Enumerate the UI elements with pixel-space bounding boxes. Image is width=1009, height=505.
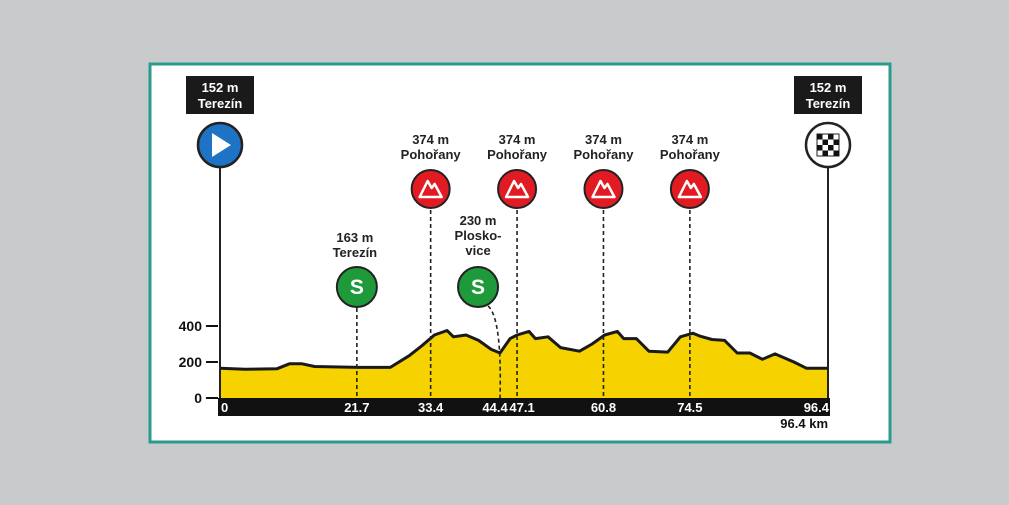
checkered-flag-square (822, 150, 828, 156)
mountain-icon (418, 179, 443, 199)
sprint-label: Plosko- (455, 228, 502, 243)
play-arrow-icon (212, 133, 231, 157)
climb-label: Pohořany (487, 147, 548, 162)
climb-marker (583, 169, 624, 209)
climb-label: Pohořany (660, 147, 721, 162)
climb-marker (669, 169, 710, 209)
x-tick-label: 33.4 (418, 400, 444, 415)
start-elevation-label: 152 m (202, 80, 239, 95)
climb-marker (410, 169, 451, 209)
sprint-label: 230 m (460, 213, 497, 228)
climb-marker (497, 169, 538, 209)
elevation-profile-area (220, 330, 828, 398)
checkered-flag-square (828, 134, 834, 140)
checkered-flag-square (833, 139, 839, 145)
x-tick-label: 96.4 (804, 400, 830, 415)
climb-label: 374 m (671, 132, 708, 147)
x-tick-label: 74.5 (677, 400, 702, 415)
sprint-label: vice (465, 243, 490, 258)
x-tick-label: 60.8 (591, 400, 616, 415)
climb-label: Pohořany (573, 147, 634, 162)
start-label-box (186, 76, 254, 114)
total-distance-label: 96.4 km (780, 416, 828, 431)
elevation-profile-line (219, 329, 828, 371)
climb-label: 374 m (412, 132, 449, 147)
y-tick-label: 200 (179, 354, 203, 370)
finish-place-label: Terezín (806, 96, 851, 111)
checkered-flag-square (817, 134, 823, 140)
x-tick-label: 0 (221, 400, 228, 415)
sprint-label: 163 m (336, 230, 373, 245)
climb-label: Pohořany (401, 147, 462, 162)
sprint-label: Terezín (333, 245, 378, 260)
y-tick-label: 400 (179, 318, 203, 334)
mountain-icon (504, 179, 530, 199)
checkered-flag-square (817, 145, 823, 151)
start-place-label: Terezín (198, 96, 243, 111)
x-tick-label: 47.1 (509, 400, 534, 415)
checkered-flag-square (828, 145, 834, 151)
checkered-flag-square (833, 150, 839, 156)
climb-label: 374 m (585, 132, 622, 147)
finish-label-box (794, 76, 862, 114)
mountain-icon (591, 179, 616, 199)
sprint-s-icon: S (471, 276, 485, 299)
checkered-flag-square (822, 139, 828, 145)
x-tick-label: 44.4 (482, 400, 508, 415)
checkered-flag-icon (816, 133, 840, 157)
x-axis-bar (218, 398, 830, 416)
sprint-marker (457, 266, 500, 308)
sprint-s-icon: S (350, 276, 364, 299)
sprint-marker-line (487, 305, 502, 399)
finish-elevation-label: 152 m (810, 80, 847, 95)
y-tick-label: 0 (194, 390, 202, 406)
x-tick-label: 21.7 (344, 400, 369, 415)
sprint-marker (335, 266, 378, 308)
climb-label: 374 m (499, 132, 536, 147)
mountain-icon (677, 179, 703, 199)
